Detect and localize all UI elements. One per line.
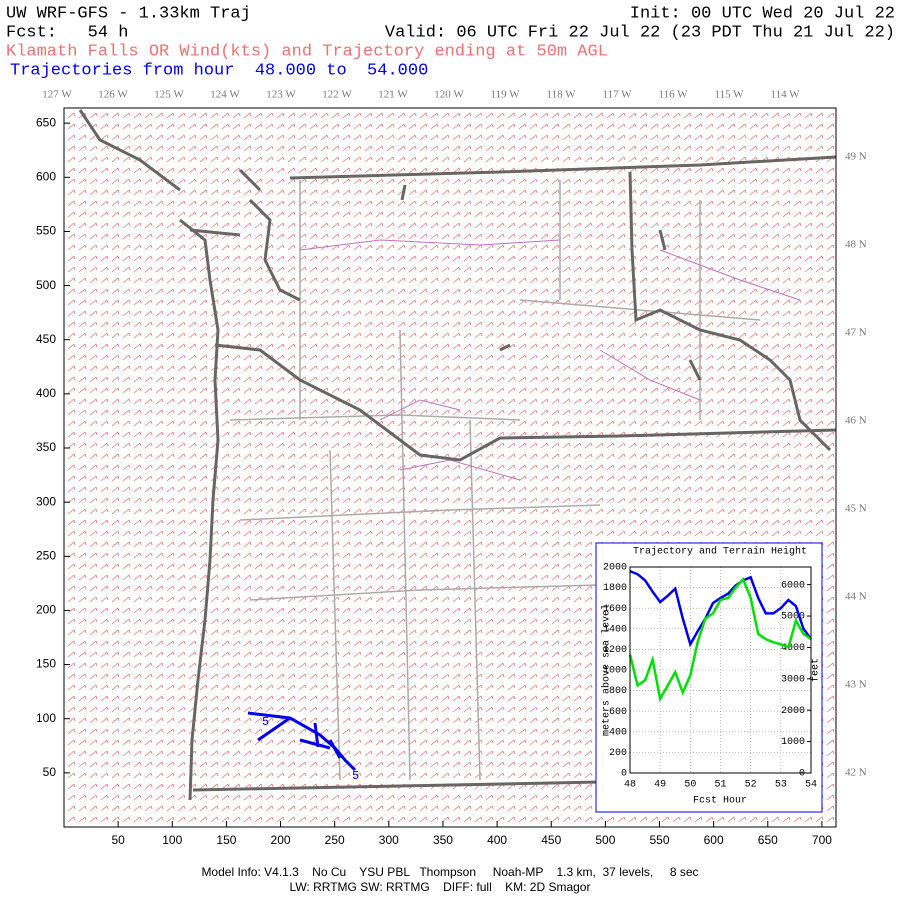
longitude-label: 118 W [546, 89, 576, 101]
longitude-label: 117 W [602, 89, 632, 101]
valid: Valid: 06 UTC Fri 22 Jul 22 (23 PDT Thu … [385, 23, 895, 42]
y-tick-label: 400 [609, 727, 627, 738]
longitude-label: 123 W [266, 89, 296, 101]
longitude-label: 116 W [658, 89, 688, 101]
longitude-label: 115 W [714, 89, 744, 101]
x-tick-label: 49 [654, 780, 666, 791]
latitude-label: 45 N [845, 503, 867, 515]
x-tick-label: 48 [624, 780, 636, 791]
x-tick-label: 650 [758, 833, 778, 847]
x-tick-label: 300 [379, 833, 399, 847]
inset-chart: Trajectory and Terrain Height Fcst Hour … [595, 542, 823, 813]
y-axis-label: meters above sea level [601, 604, 613, 736]
latitude-label: 44 N [845, 591, 867, 603]
y-tick-label: 150 [36, 657, 56, 671]
y-tick-label: 450 [36, 332, 56, 346]
y-tick-label: 550 [36, 224, 56, 238]
x-tick-label: 400 [487, 833, 507, 847]
y-tick-label: 1400 [603, 624, 627, 635]
x-tick-label: 100 [162, 833, 182, 847]
x-axis-label: Fcst Hour [693, 796, 747, 807]
latitude-label: 48 N [845, 239, 867, 251]
y-tick-label: 100 [36, 711, 56, 725]
longitude-label: 121 W [378, 89, 408, 101]
map-frame [63, 107, 837, 828]
y-tick-label: 800 [609, 686, 627, 697]
y-tick-label: 650 [36, 115, 56, 129]
trajectory-label: 5 [352, 769, 359, 783]
longitude-label: 124 W [210, 89, 240, 101]
x-tick-label: 500 [595, 833, 615, 847]
y2-tick-label: 1000 [781, 737, 805, 748]
x-tick-label: 600 [704, 833, 724, 847]
latitude-label: 43 N [845, 679, 867, 691]
x-tick-label: 50 [684, 780, 696, 791]
height-line [628, 577, 812, 703]
latitude-label: 46 N [845, 415, 867, 427]
trajectories [247, 711, 357, 772]
subtitle: Klamath Falls OR Wind(kts) and Trajector… [6, 42, 608, 61]
latitude-label: 47 N [845, 327, 867, 339]
y-tick-label: 1000 [603, 666, 627, 677]
y2-tick-label: 4000 [781, 643, 805, 654]
y-tick-label: 250 [36, 548, 56, 562]
x-tick-label: 51 [714, 780, 726, 791]
y-tick-label: 400 [36, 386, 56, 400]
height-line [629, 569, 813, 648]
longitude-label: 120 W [434, 89, 464, 101]
y-tick-label: 1200 [603, 645, 627, 656]
longitude-label: 114 W [770, 89, 800, 101]
x-tick-label: 50 [111, 833, 125, 847]
y2-tick-label: 6000 [781, 580, 805, 591]
latitude-label: 49 N [845, 151, 867, 163]
footer-line: LW: RRTMG SW: RRTMG DIFF: full KM: 2D Sm… [290, 880, 591, 894]
latitude-label: 42 N [845, 767, 867, 779]
x-tick-label: 700 [812, 833, 832, 847]
title: UW WRF-GFS - 1.33km Traj [6, 4, 251, 23]
x-tick-label: 53 [775, 780, 787, 791]
y2-tick-label: 5000 [781, 612, 805, 623]
y-tick-label: 600 [609, 707, 627, 718]
x-tick-label: 550 [649, 833, 669, 847]
x-tick-label: 250 [325, 833, 345, 847]
y-tick-label: 350 [36, 440, 56, 454]
x-tick-label: 150 [216, 833, 236, 847]
y-tick-label: 600 [36, 169, 56, 183]
y2-tick-label: 2000 [781, 706, 805, 717]
y2-axis-label: feet [810, 658, 822, 682]
longitude-label: 122 W [322, 89, 352, 101]
y2-tick-label: 3000 [781, 674, 805, 685]
y-tick-label: 200 [36, 603, 56, 617]
fcst: Fcst: 54 h [6, 23, 128, 42]
longitude-label: 119 W [490, 89, 520, 101]
coast-and-borders [78, 109, 837, 801]
x-tick-label: 350 [433, 833, 453, 847]
y-tick-label: 200 [609, 748, 627, 759]
y-tick-label: 500 [36, 278, 56, 292]
y-tick-label: 1800 [603, 583, 627, 594]
trajectory-label: 5 [262, 715, 269, 729]
y-tick-label: 2000 [603, 563, 627, 574]
y-tick-label: 300 [36, 494, 56, 508]
longitude-label: 126 W [98, 89, 128, 101]
x-tick-label: 200 [271, 833, 291, 847]
longitude-label: 127 W [42, 89, 72, 101]
x-tick-label: 450 [541, 833, 561, 847]
init: Init: 00 UTC Wed 20 Jul 22 [630, 4, 895, 23]
inset-title: Trajectory and Terrain Height [633, 546, 807, 558]
y-tick-label: 0 [621, 769, 627, 780]
x-tick-label: 54 [805, 780, 817, 791]
longitude-label: 125 W [154, 89, 184, 101]
y-tick-label: 1600 [603, 604, 627, 615]
plot-frame [629, 566, 812, 774]
x-tick-label: 52 [745, 780, 757, 791]
y-tick-label: 50 [43, 765, 57, 779]
trajectory-range: Trajectories from hour 48.000 to 54.000 [10, 61, 428, 80]
y2-tick-label: 0 [799, 769, 805, 780]
footer-line: Model Info: V4.1.3 No Cu YSU PBL Thompso… [201, 865, 698, 879]
